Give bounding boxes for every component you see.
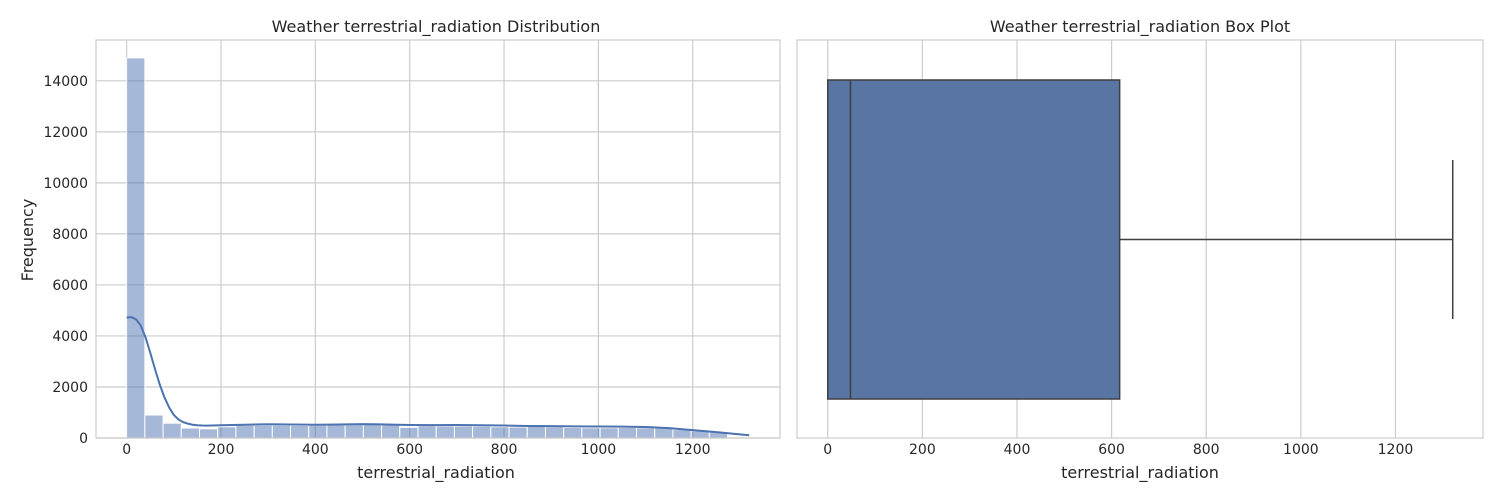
- histogram-x-tick-label: 0: [122, 442, 131, 458]
- histogram-y-tick-label: 0: [79, 431, 88, 447]
- histogram-x-tick-label: 400: [302, 442, 329, 458]
- histogram-bar: [126, 57, 146, 439]
- boxplot-x-tick-label: 1000: [1283, 442, 1319, 458]
- histogram-y-tick-label: 14000: [43, 74, 88, 90]
- histogram-bar: [180, 427, 200, 439]
- histogram-bar: [472, 425, 492, 439]
- histogram-bar: [271, 424, 292, 439]
- histogram-y-tick-label: 12000: [43, 125, 88, 141]
- boxplot-x-tick-label: 1200: [1378, 442, 1414, 458]
- boxplot-x-tick-label: 200: [909, 442, 936, 458]
- boxplot-marks: [827, 79, 1454, 400]
- histogram-x-tick-label: 200: [208, 442, 235, 458]
- histogram-x-tick-label: 1000: [581, 442, 617, 458]
- boxplot-x-tick-label: 0: [823, 442, 832, 458]
- histogram-bar: [290, 424, 310, 439]
- histogram-y-ticks: 0 2000 4000 6000 8000 10000 12000 14000: [43, 74, 88, 447]
- histogram-bar: [326, 424, 346, 439]
- histogram-bar: [344, 424, 364, 439]
- histogram-y-tick-label: 8000: [52, 227, 88, 243]
- histogram-y-tick-label: 6000: [52, 278, 88, 294]
- boxplot-x-ticks: 0 200 400 600 800 1000 1200: [823, 442, 1413, 458]
- histogram-bar: [490, 426, 510, 439]
- boxplot-x-tick-label: 800: [1193, 442, 1220, 458]
- histogram-x-tick-label: 800: [491, 442, 518, 458]
- histogram-title: Weather terrestrial_radiation Distributi…: [272, 17, 601, 37]
- boxplot-x-axis-label: terrestrial_radiation: [1061, 463, 1219, 483]
- histogram-bar: [672, 429, 692, 439]
- boxplot-frame: [796, 39, 1484, 439]
- histogram-bars: [126, 57, 729, 439]
- histogram-bar: [144, 414, 164, 439]
- histogram-bar: [308, 424, 328, 439]
- histogram-bar: [453, 425, 474, 439]
- histogram-bar: [617, 427, 638, 439]
- box-iqr: [827, 79, 1121, 400]
- histogram-bar: [636, 427, 656, 439]
- kde-curve: [126, 316, 750, 437]
- histogram-bar: [253, 424, 273, 439]
- histogram-bar: [162, 422, 182, 439]
- histogram-grid: [96, 40, 780, 439]
- histogram-bar: [563, 427, 583, 439]
- histogram-bar: [217, 426, 237, 439]
- histogram-bar: [435, 425, 455, 439]
- histogram-bar: [544, 426, 565, 439]
- boxplot-x-tick-label: 400: [1004, 442, 1031, 458]
- boxplot-panel: Weather terrestrial_radiation Box Plot 0…: [796, 17, 1484, 483]
- histogram-bar: [508, 426, 528, 439]
- histogram-bar: [381, 424, 401, 439]
- histogram-y-axis-label: Frequency: [18, 199, 37, 282]
- histogram-y-tick-label: 2000: [52, 380, 88, 396]
- histogram-bar: [581, 427, 601, 439]
- histogram-bar: [399, 426, 419, 439]
- histogram-bar: [654, 427, 674, 439]
- histogram-x-ticks: 0 200 400 600 800 1000 1200: [122, 442, 710, 458]
- histogram-bar: [417, 425, 437, 439]
- boxplot-x-tick-label: 600: [1098, 442, 1125, 458]
- histogram-bar: [235, 424, 255, 439]
- histogram-x-tick-label: 600: [396, 442, 423, 458]
- histogram-bar: [526, 426, 546, 439]
- histogram-panel: Weather terrestrial_radiation Distributi…: [18, 17, 781, 483]
- histogram-bar: [362, 423, 383, 439]
- histogram-frame: [95, 39, 781, 439]
- histogram-x-tick-label: 1200: [675, 442, 711, 458]
- histogram-bar: [599, 427, 619, 439]
- histogram-bar: [198, 428, 219, 439]
- histogram-y-tick-label: 10000: [43, 176, 88, 192]
- histogram-y-tick-label: 4000: [52, 329, 88, 345]
- histogram-x-axis-label: terrestrial_radiation: [357, 463, 515, 483]
- boxplot-title: Weather terrestrial_radiation Box Plot: [990, 17, 1290, 37]
